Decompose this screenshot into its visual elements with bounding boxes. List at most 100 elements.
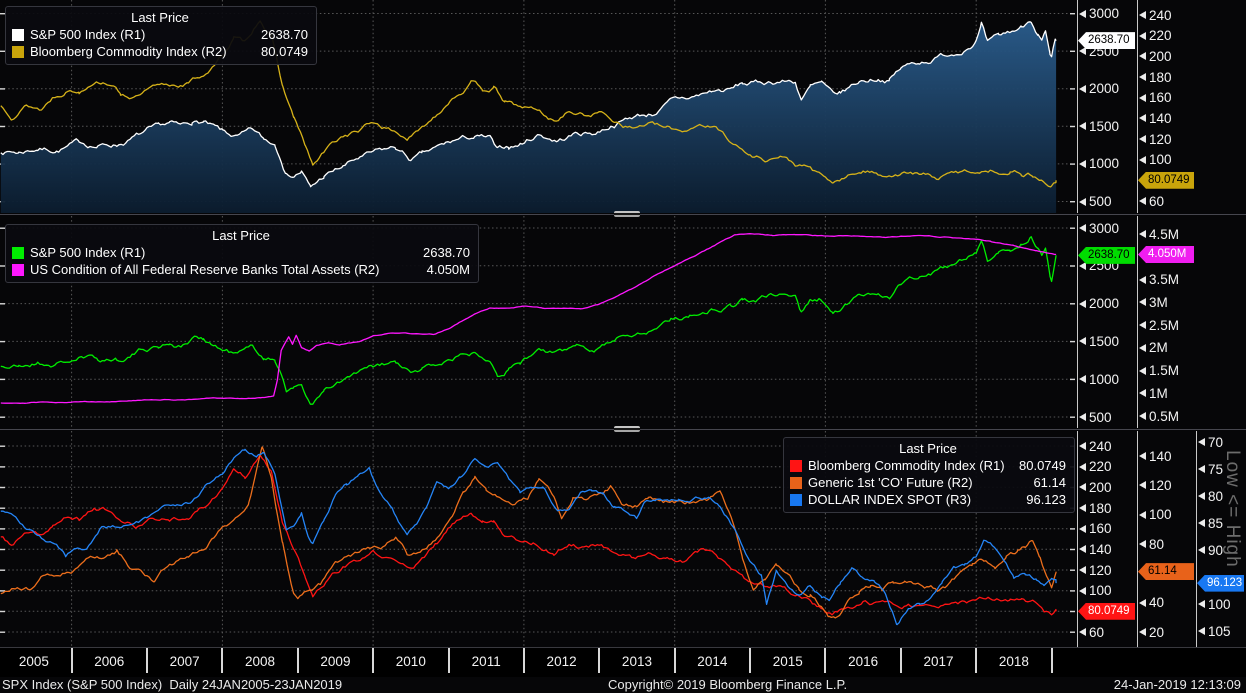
tick-arrow-icon bbox=[1198, 519, 1205, 527]
year-label: 2015 bbox=[772, 654, 803, 669]
legend-row[interactable]: Bloomberg Commodity Index (R1) 80.0749 bbox=[790, 457, 1066, 474]
year-label: 2014 bbox=[697, 654, 728, 669]
year-divider bbox=[899, 648, 902, 673]
axis-strip-R2[interactable]: 4.5M 3.5M 3M 2.5M 2M 1.5M 1M 0.5M bbox=[1137, 216, 1197, 428]
legend-title: Last Price bbox=[212, 228, 270, 243]
axis-tick-label: 120 bbox=[1089, 562, 1112, 578]
security-description: SPX Index (S&P 500 Index) Daily 24JAN200… bbox=[2, 677, 343, 692]
last-price-tag: 96.123 bbox=[1197, 574, 1244, 592]
timestamp: 24-Jan-2019 12:13:09 bbox=[1113, 677, 1241, 692]
last-price-tag: 2638.70 bbox=[1078, 32, 1135, 50]
year-label: 2009 bbox=[320, 654, 351, 669]
panel-resize-handle[interactable] bbox=[614, 426, 640, 432]
axis-tick: 220 bbox=[1139, 28, 1172, 43]
axis-tick-label: 180 bbox=[1149, 69, 1172, 85]
tick-arrow-icon bbox=[1198, 546, 1205, 554]
legend-row[interactable]: S&P 500 Index (R1) 2638.70 bbox=[12, 244, 470, 261]
legend-row[interactable]: DOLLAR INDEX SPOT (R3) 96.123 bbox=[790, 491, 1066, 508]
series-line-dollar-index-spot bbox=[0, 448, 1057, 626]
axis-tick: 160 bbox=[1139, 90, 1172, 105]
tick-arrow-icon bbox=[1198, 492, 1205, 500]
tick-arrow-icon bbox=[1139, 412, 1146, 420]
legend-value: 80.0749 bbox=[261, 44, 308, 59]
plot-svg[interactable] bbox=[0, 431, 1075, 647]
series-line-s-p-500-index bbox=[0, 21, 1057, 188]
axis-tick-label: 40 bbox=[1149, 595, 1165, 611]
legend-row[interactable]: Generic 1st 'CO' Future (R2) 61.14 bbox=[790, 474, 1066, 491]
axis-tick-label: 100 bbox=[1149, 507, 1172, 523]
axis-strip-R1[interactable]: 240 220 200 180 160 140 120 100 60 bbox=[1077, 431, 1138, 647]
legend-value: 2638.70 bbox=[261, 27, 308, 42]
axis-tick-label: 20 bbox=[1149, 624, 1165, 640]
year-divider bbox=[145, 648, 148, 673]
tick-arrow-icon bbox=[1198, 600, 1205, 608]
last-price-tag: 61.14 bbox=[1138, 563, 1194, 581]
legend-swatch bbox=[12, 263, 24, 276]
legend-label: Bloomberg Commodity Index (R2) bbox=[30, 44, 227, 59]
last-price-tag: 4.050M bbox=[1138, 245, 1194, 263]
axis-tick-label: 4.5M bbox=[1149, 226, 1180, 242]
axis-tick: 85 bbox=[1198, 516, 1223, 531]
tick-arrow-icon bbox=[1198, 438, 1205, 446]
year-label: 2010 bbox=[395, 654, 426, 669]
plot-svg[interactable] bbox=[0, 216, 1075, 428]
axis-tick-label: 2M bbox=[1149, 340, 1168, 356]
axis-tick: 2000 bbox=[1079, 81, 1119, 96]
axis-tick: 1500 bbox=[1079, 119, 1119, 134]
year-divider bbox=[296, 648, 299, 673]
chart-panel-1[interactable]: 3000 2500 2000 1500 1000 500 240 220 200 180 160 14… bbox=[0, 0, 1246, 213]
axis-tick-label: 2000 bbox=[1089, 81, 1120, 97]
axis-tick: 500 bbox=[1079, 410, 1112, 425]
panel-resize-handle[interactable] bbox=[614, 211, 640, 217]
plot-svg[interactable] bbox=[0, 0, 1075, 213]
axis-tick: 1M bbox=[1139, 386, 1168, 401]
legend-label: Generic 1st 'CO' Future (R2) bbox=[808, 475, 973, 490]
axis-tick-label: 1000 bbox=[1089, 156, 1120, 172]
axis-tick: 3000 bbox=[1079, 221, 1119, 236]
tick-arrow-icon bbox=[1139, 452, 1146, 460]
legend-swatch bbox=[790, 459, 802, 472]
axis-tick: 3M bbox=[1139, 295, 1168, 310]
axis-tick-label: 500 bbox=[1089, 409, 1112, 425]
axis-tick: 2.5M bbox=[1139, 318, 1179, 333]
series-line-us-condition-of-all-federal-reserve-banks-total-assets bbox=[0, 233, 1057, 404]
tick-arrow-icon bbox=[1079, 9, 1086, 18]
series-line-bloomberg-commodity-index bbox=[0, 20, 1057, 188]
year-divider bbox=[975, 648, 978, 673]
axis-tick: 180 bbox=[1079, 501, 1112, 516]
axis-tick-label: 500 bbox=[1089, 194, 1112, 209]
axis-strip-R2[interactable]: 140 120 100 80 40 20 bbox=[1137, 431, 1197, 647]
tick-arrow-icon bbox=[1139, 93, 1146, 102]
year-divider bbox=[447, 648, 450, 673]
axis-tick-label: 120 bbox=[1149, 477, 1172, 493]
year-label: 2017 bbox=[923, 654, 954, 669]
axis-tick-label: 105 bbox=[1208, 623, 1231, 639]
tick-arrow-icon bbox=[1079, 84, 1086, 93]
last-price-tag: 80.0749 bbox=[1138, 171, 1194, 189]
tick-arrow-icon bbox=[1139, 275, 1146, 284]
chart-panel-3[interactable]: 240 220 200 180 160 140 120 100 60 140 120 100 80 40 2… bbox=[0, 431, 1246, 647]
tick-arrow-icon bbox=[1079, 375, 1086, 384]
axis-tick-label: 140 bbox=[1149, 448, 1172, 464]
tick-arrow-icon bbox=[1139, 510, 1146, 519]
tick-arrow-icon bbox=[1079, 504, 1086, 512]
axis-strip-R3[interactable]: 70 75 80 85 90 100 105 bbox=[1196, 431, 1246, 647]
legend-row[interactable]: Bloomberg Commodity Index (R2) 80.0749 bbox=[12, 43, 308, 60]
year-label: 2013 bbox=[621, 654, 652, 669]
year-label: 2005 bbox=[18, 654, 49, 669]
chart-panel-2[interactable]: 3000 2500 2000 1500 1000 500 4.5M 3.5M 3M 2.5M 2M 1… bbox=[0, 216, 1246, 428]
axis-tick: 120 bbox=[1079, 563, 1112, 578]
axis-strip-R2[interactable]: 240 220 200 180 160 140 120 100 60 bbox=[1137, 0, 1197, 213]
axis-tick: 120 bbox=[1139, 132, 1172, 147]
tick-arrow-icon bbox=[1139, 389, 1146, 398]
axis-tick-label: 1500 bbox=[1089, 118, 1120, 134]
tick-arrow-icon bbox=[1198, 627, 1205, 635]
legend-label: DOLLAR INDEX SPOT (R3) bbox=[808, 492, 972, 507]
tick-arrow-icon bbox=[1079, 566, 1086, 574]
legend-row[interactable]: S&P 500 Index (R1) 2638.70 bbox=[12, 26, 308, 43]
axis-tick-label: 220 bbox=[1089, 459, 1112, 475]
axis-strip-R1[interactable]: 3000 2500 2000 1500 1000 500 bbox=[1077, 0, 1138, 213]
tick-arrow-icon bbox=[1139, 11, 1146, 19]
axis-tick-label: 2000 bbox=[1089, 296, 1120, 312]
legend-row[interactable]: US Condition of All Federal Reserve Bank… bbox=[12, 261, 470, 278]
